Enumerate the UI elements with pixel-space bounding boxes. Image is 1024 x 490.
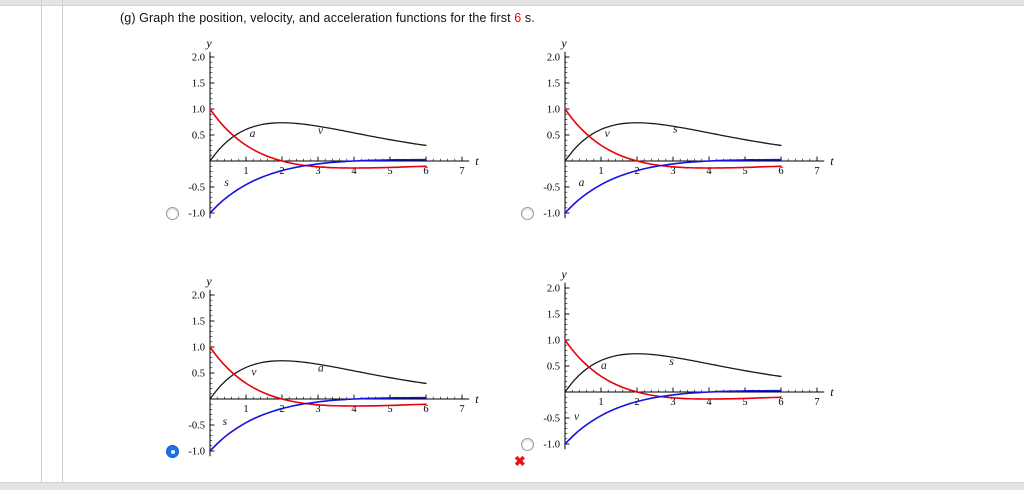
- svg-text:5: 5: [742, 397, 747, 408]
- svg-text:7: 7: [459, 166, 464, 177]
- svg-text:1: 1: [598, 397, 603, 408]
- svg-text:s: s: [669, 356, 674, 368]
- svg-text:1.5: 1.5: [547, 79, 560, 90]
- incorrect-mark: ✖: [514, 453, 526, 469]
- svg-text:2: 2: [279, 166, 284, 177]
- svg-text:6: 6: [778, 397, 783, 408]
- svg-text:1: 1: [243, 404, 248, 415]
- svg-text:-1.0: -1.0: [188, 447, 205, 458]
- question-text: (g) Graph the position, velocity, and ac…: [120, 11, 535, 25]
- svg-text:-0.5: -0.5: [188, 183, 205, 194]
- svg-text:6: 6: [778, 166, 783, 177]
- svg-text:3: 3: [670, 166, 675, 177]
- svg-text:7: 7: [814, 166, 819, 177]
- svg-text:a: a: [579, 177, 585, 189]
- svg-text:y: y: [560, 267, 567, 281]
- svg-text:6: 6: [423, 404, 428, 415]
- svg-text:2: 2: [634, 397, 639, 408]
- svg-text:3: 3: [670, 397, 675, 408]
- svg-text:7: 7: [814, 397, 819, 408]
- svg-text:y: y: [560, 36, 567, 50]
- svg-text:1.0: 1.0: [547, 105, 560, 116]
- svg-text:-0.5: -0.5: [188, 421, 205, 432]
- svg-text:2.0: 2.0: [192, 291, 205, 302]
- svg-text:0.5: 0.5: [547, 131, 560, 142]
- answer-chart-c: 2.0 1.5 1.0 0.5 -0.5 -1.0 1 2 3 4 5 6 7 y t v a s: [188, 274, 479, 458]
- left-border-outer: [41, 0, 42, 489]
- question-unit: s.: [524, 11, 535, 25]
- svg-text:7: 7: [459, 404, 464, 415]
- svg-text:2.0: 2.0: [547, 53, 560, 64]
- svg-text:s: s: [673, 123, 678, 135]
- svg-text:0.5: 0.5: [192, 369, 205, 380]
- svg-text:0.5: 0.5: [547, 362, 560, 373]
- answer-radio-b[interactable]: [521, 207, 534, 220]
- svg-text:1.0: 1.0: [192, 105, 205, 116]
- svg-text:5: 5: [742, 166, 747, 177]
- svg-text:1.0: 1.0: [547, 336, 560, 347]
- svg-text:-1.0: -1.0: [543, 209, 560, 220]
- svg-text:s: s: [224, 177, 229, 189]
- svg-text:2.0: 2.0: [192, 53, 205, 64]
- svg-text:4: 4: [706, 397, 712, 408]
- top-border: [0, 0, 1024, 6]
- answer-chart-b: 2.0 1.5 1.0 0.5 -0.5 -1.0 1 2 3 4 5 6 7 y t v s a: [543, 36, 834, 220]
- svg-text:y: y: [205, 36, 212, 50]
- svg-text:s: s: [223, 416, 228, 428]
- svg-text:a: a: [318, 362, 324, 374]
- svg-text:a: a: [250, 128, 256, 140]
- question-body: Graph the position, velocity, and accele…: [139, 11, 511, 25]
- left-border-inner: [62, 0, 63, 489]
- svg-text:v: v: [251, 367, 257, 379]
- svg-text:1: 1: [243, 166, 248, 177]
- svg-text:t: t: [475, 154, 479, 168]
- svg-text:5: 5: [387, 166, 392, 177]
- svg-text:3: 3: [315, 404, 320, 415]
- svg-text:v: v: [574, 411, 580, 423]
- question-part-label: (g): [120, 11, 136, 25]
- svg-text:-0.5: -0.5: [543, 183, 560, 194]
- question-time-value: 6: [514, 11, 522, 25]
- svg-text:2: 2: [634, 166, 639, 177]
- svg-text:1.5: 1.5: [192, 79, 205, 90]
- answer-chart-a: 2.0 1.5 1.0 0.5 -0.5 -1.0 1 2 3 4 5 6 7 y t a v s: [188, 36, 479, 220]
- svg-text:5: 5: [387, 404, 392, 415]
- svg-text:1.5: 1.5: [192, 317, 205, 328]
- svg-text:3: 3: [315, 166, 320, 177]
- svg-text:t: t: [475, 392, 479, 406]
- svg-text:v: v: [318, 125, 324, 137]
- svg-text:a: a: [601, 360, 607, 372]
- svg-text:1.5: 1.5: [547, 310, 560, 321]
- svg-text:t: t: [830, 385, 834, 399]
- answer-option-b: 2.0 1.5 1.0 0.5 -0.5 -1.0 1 2 3 4 5 6 7 y t v s a: [505, 35, 850, 240]
- answer-option-d: 2.0 1.5 1.0 0.5 -0.5 -1.0 1 2 3 4 5 6 7 y t a s v: [505, 266, 850, 471]
- answer-radio-a[interactable]: [166, 207, 179, 220]
- answer-radio-d[interactable]: [521, 438, 534, 451]
- answer-option-c: 2.0 1.5 1.0 0.5 -0.5 -1.0 1 2 3 4 5 6 7 y t v a s: [150, 273, 495, 478]
- svg-text:y: y: [205, 274, 212, 288]
- svg-text:t: t: [830, 154, 834, 168]
- svg-text:1.0: 1.0: [192, 343, 205, 354]
- svg-text:-0.5: -0.5: [543, 414, 560, 425]
- svg-text:-1.0: -1.0: [188, 209, 205, 220]
- svg-text:6: 6: [423, 166, 428, 177]
- svg-text:0.5: 0.5: [192, 131, 205, 142]
- svg-text:1: 1: [598, 166, 603, 177]
- svg-text:4: 4: [706, 166, 712, 177]
- answer-chart-d: 2.0 1.5 1.0 0.5 -0.5 -1.0 1 2 3 4 5 6 7 y t a s v: [543, 267, 834, 451]
- svg-text:v: v: [605, 128, 611, 140]
- svg-text:4: 4: [351, 166, 357, 177]
- svg-text:4: 4: [351, 404, 357, 415]
- answer-radio-c[interactable]: [166, 445, 179, 458]
- svg-text:-1.0: -1.0: [543, 440, 560, 451]
- bottom-border: [0, 482, 1024, 490]
- answer-option-a: 2.0 1.5 1.0 0.5 -0.5 -1.0 1 2 3 4 5 6 7 y t a v s: [150, 35, 495, 240]
- svg-text:2: 2: [279, 404, 284, 415]
- svg-text:2.0: 2.0: [547, 284, 560, 295]
